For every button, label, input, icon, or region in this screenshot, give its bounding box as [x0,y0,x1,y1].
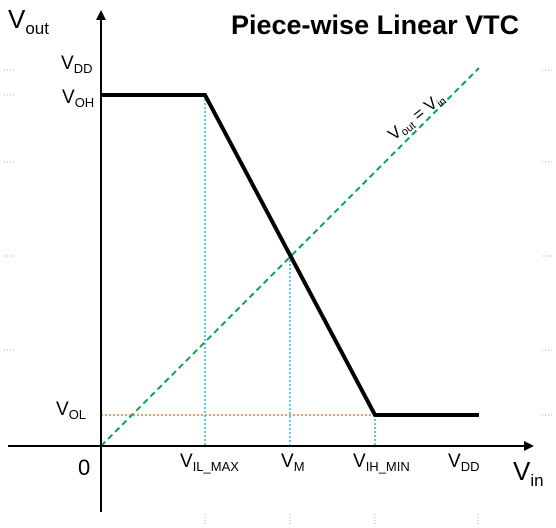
vol-label-main: V [56,399,69,420]
vdd-y-label: VDD [61,54,92,75]
voh-label-main: V [62,87,75,108]
y-axis-label-sub: out [25,19,49,38]
vol-label: VOL [56,400,86,421]
identity-line [100,67,480,447]
voh-label-sub: OH [74,95,95,110]
vdd-x-label: VDD [448,452,479,473]
vdd-y-label-main: V [61,53,74,74]
vdd-x-label-sub: DD [460,459,480,474]
voh-label: VOH [62,88,94,109]
vm-label: VM [281,452,305,473]
vm-label-sub: M [293,459,305,474]
vih-min-label-sub: IH_MIN [365,459,410,474]
vih-min-label-main: V [353,451,366,472]
diagram-title: Piece-wise Linear VTC [231,10,520,40]
vol-label-sub: OL [68,407,87,422]
x-axis-label-sub: in [530,471,544,490]
x-axis-label: Vin [513,458,544,489]
vil-max-label-sub: IL_MAX [192,459,239,474]
vtc-curve [101,93,479,417]
origin-label: 0 [78,455,91,480]
vil-max-label: VIL_MAX [180,452,239,473]
vih-min-label: VIH_MIN [353,452,410,473]
vdd-y-label-sub: DD [73,61,93,76]
vdd-x-label-main: V [448,451,461,472]
y-axis-label-main: V [8,4,26,34]
vm-label-main: V [281,451,294,472]
vil-max-label-main: V [180,451,193,472]
x-axis-label-main: V [513,456,531,486]
y-axis-label: Vout [8,6,49,37]
